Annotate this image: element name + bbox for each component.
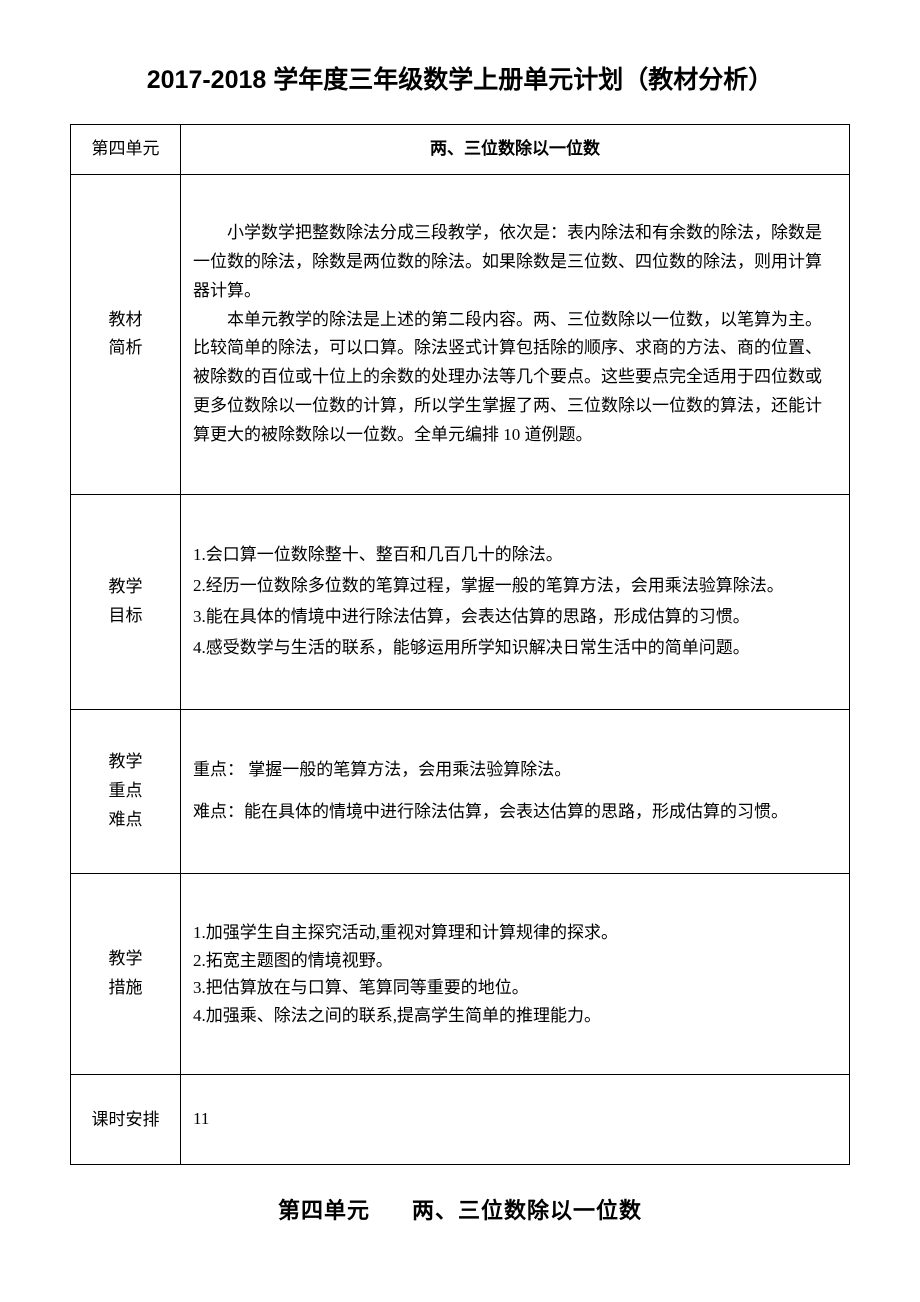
table-header-row: 第四单元 两、三位数除以一位数	[71, 125, 850, 175]
label-text: 措施	[109, 978, 143, 997]
table-row: 教材 简析 小学数学把整数除法分成三段教学，依次是：表内除法和有余数的除法，除数…	[71, 174, 850, 494]
row-label-material-analysis: 教材 简析	[71, 174, 181, 494]
unit-title-cell: 两、三位数除以一位数	[181, 125, 850, 175]
row-label-key-difficult: 教学 重点 难点	[71, 709, 181, 874]
unit-number-cell: 第四单元	[71, 125, 181, 175]
table-row: 教学 重点 难点 重点： 掌握一般的笔算方法，会用乘法验算除法。 难点：能在具体…	[71, 709, 850, 874]
list-item: 4.加强乘、除法之间的联系,提高学生简单的推理能力。	[193, 1003, 837, 1029]
measures-content: 1.加强学生自主探究活动,重视对算理和计算规律的探求。 2.拓宽主题图的情境视野…	[181, 874, 850, 1075]
unit-plan-table: 第四单元 两、三位数除以一位数 教材 简析 小学数学把整数除法分成三段教学，依次…	[70, 124, 850, 1165]
key-point: 重点： 掌握一般的笔算方法，会用乘法验算除法。	[193, 756, 837, 785]
difficult-point: 难点：能在具体的情境中进行除法估算，会表达估算的思路，形成估算的习惯。	[193, 798, 837, 827]
row-label-teaching-goals: 教学 目标	[71, 495, 181, 710]
paragraph: 小学数学把整数除法分成三段教学，依次是：表内除法和有余数的除法，除数是一位数的除…	[193, 219, 837, 306]
label-text: 难点	[109, 810, 143, 829]
paragraph: 本单元教学的除法是上述的第二段内容。两、三位数除以一位数，以笔算为主。比较简单的…	[193, 306, 837, 450]
label-text: 教学	[109, 752, 143, 771]
list-item: 2.经历一位数除多位数的笔算过程，掌握一般的笔算方法，会用乘法验算除法。	[193, 572, 837, 601]
table-row: 课时安排 11	[71, 1075, 850, 1165]
list-item: 2.拓宽主题图的情境视野。	[193, 948, 837, 974]
material-analysis-content: 小学数学把整数除法分成三段教学，依次是：表内除法和有余数的除法，除数是一位数的除…	[181, 174, 850, 494]
label-text: 目标	[109, 606, 143, 625]
subtitle-right: 两、三位数除以一位数	[412, 1198, 642, 1223]
list-item: 1.加强学生自主探究活动,重视对算理和计算规律的探求。	[193, 920, 837, 946]
label-text: 教材	[109, 310, 143, 329]
list-item: 3.把估算放在与口算、笔算同等重要的地位。	[193, 975, 837, 1001]
document-page: 2017-2018 学年度三年级数学上册单元计划（教材分析） 第四单元 两、三位…	[0, 0, 920, 1265]
table-row: 教学 目标 1.会口算一位数除整十、整百和几百几十的除法。 2.经历一位数除多位…	[71, 495, 850, 710]
hours-content: 11	[181, 1075, 850, 1165]
list-item: 3.能在具体的情境中进行除法估算，会表达估算的思路，形成估算的习惯。	[193, 603, 837, 632]
table-row: 教学 措施 1.加强学生自主探究活动,重视对算理和计算规律的探求。 2.拓宽主题…	[71, 874, 850, 1075]
row-label-measures: 教学 措施	[71, 874, 181, 1075]
label-text: 教学	[109, 577, 143, 596]
label-text: 简析	[109, 338, 143, 357]
list-item: 4.感受数学与生活的联系，能够运用所学知识解决日常生活中的简单问题。	[193, 634, 837, 663]
subtitle-left: 第四单元	[278, 1198, 370, 1223]
page-title: 2017-2018 学年度三年级数学上册单元计划（教材分析）	[70, 60, 850, 96]
label-text: 教学	[109, 949, 143, 968]
key-difficult-content: 重点： 掌握一般的笔算方法，会用乘法验算除法。 难点：能在具体的情境中进行除法估…	[181, 709, 850, 874]
list-item: 1.会口算一位数除整十、整百和几百几十的除法。	[193, 541, 837, 570]
teaching-goals-content: 1.会口算一位数除整十、整百和几百几十的除法。 2.经历一位数除多位数的笔算过程…	[181, 495, 850, 710]
label-text: 重点	[109, 781, 143, 800]
subtitle: 第四单元 两、三位数除以一位数	[70, 1193, 850, 1225]
row-label-hours: 课时安排	[71, 1075, 181, 1165]
